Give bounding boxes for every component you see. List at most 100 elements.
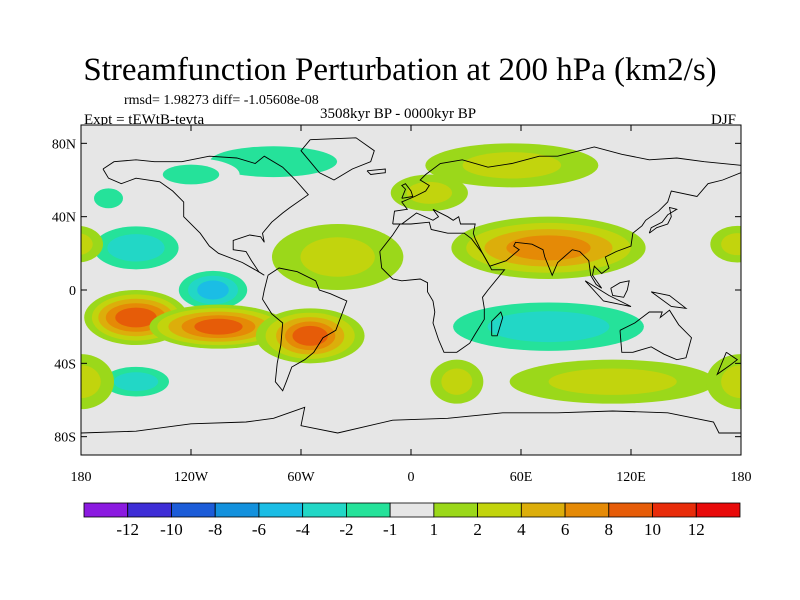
x-tick-label: 60E <box>510 470 533 485</box>
contour-band <box>113 372 159 392</box>
contour-band <box>81 226 104 263</box>
field-feature <box>81 218 800 278</box>
contour-band <box>94 188 123 209</box>
field-feature <box>171 266 255 314</box>
colorbar-swatch <box>214 502 260 518</box>
colorbar-label: -8 <box>208 520 222 539</box>
coastline <box>379 221 506 353</box>
field-feature <box>451 216 646 280</box>
colorbar-label: 8 <box>605 520 614 539</box>
field-feature <box>255 308 365 364</box>
coastline <box>584 280 632 307</box>
field-feature <box>149 304 288 349</box>
colorbar-swatch <box>258 502 304 518</box>
field-feature <box>425 143 599 188</box>
field-feature <box>142 158 240 191</box>
coastline <box>300 137 375 181</box>
x-tick-label: 180 <box>731 470 752 485</box>
contour-band <box>81 365 101 399</box>
chart-title: Streamfunction Perturbation at 200 hPa (… <box>83 52 717 88</box>
x-tick-label: 120W <box>174 470 209 485</box>
coastline <box>81 406 741 434</box>
field-feature <box>271 224 404 290</box>
colorbar: -12 -10 -8 -6 -4 -2 -1 1 2 4 6 8 10 12 <box>83 502 741 539</box>
y-tick-label: 80N <box>52 137 76 152</box>
colorbar-label: 12 <box>688 520 705 539</box>
y-tick-label: 40N <box>52 211 76 226</box>
coastline <box>491 311 504 337</box>
colorbar-swatch <box>302 502 347 518</box>
field-feature <box>81 225 741 263</box>
season-label: DJF <box>711 112 737 128</box>
coastline <box>619 309 693 361</box>
field-feature <box>411 293 686 360</box>
contour-fill-layer <box>81 135 800 410</box>
y-tick-label: 0 <box>69 284 76 299</box>
y-tick-label: 80S <box>54 431 76 446</box>
coastline <box>262 267 348 392</box>
contour-band <box>506 235 591 261</box>
x-tick-label: 0 <box>408 470 415 485</box>
colorbar-label: -4 <box>296 520 311 539</box>
colorbar-swatch <box>520 502 566 518</box>
contour-band <box>769 234 800 261</box>
coastline <box>648 206 678 234</box>
x-tick-label: 120E <box>616 470 646 485</box>
colorbar-swatch <box>608 502 653 518</box>
field-feature <box>92 361 180 402</box>
contour-band <box>162 164 220 185</box>
axes: 180 120W 60W 0 60E 120E 180 80N 40N 0 40S 80S <box>52 125 752 485</box>
colorbar-swatch <box>345 502 391 518</box>
colorbar-label: -6 <box>252 520 266 539</box>
colorbar-swatch <box>433 502 478 518</box>
contour-band <box>406 181 453 204</box>
field-feature <box>509 359 716 404</box>
coastline <box>716 351 739 376</box>
colorbar-label: 1 <box>430 520 439 539</box>
field-feature <box>83 181 134 215</box>
y-tick-label: 40S <box>54 357 76 372</box>
experiment-label: Expt = tEWtB-tevta <box>84 112 205 128</box>
contour-band <box>548 368 677 395</box>
colorbar-swatch <box>695 502 741 518</box>
coastline <box>392 146 741 289</box>
x-tick-label: 60W <box>287 470 315 485</box>
contour-band <box>292 325 328 346</box>
coastline <box>610 280 630 298</box>
coastline-layer <box>81 137 741 434</box>
contour-band <box>197 280 229 300</box>
colorbar-label: -12 <box>116 520 139 539</box>
period-label: 3508kyr BP - 0000kyr BP <box>320 106 477 122</box>
x-tick-label: 180 <box>71 470 92 485</box>
colorbar-label: -1 <box>383 520 397 539</box>
colorbar-label: 2 <box>473 520 482 539</box>
contour-band <box>300 237 375 277</box>
colorbar-swatch <box>564 502 610 518</box>
contour-band <box>441 368 473 395</box>
contour-band <box>194 318 243 335</box>
contour-band <box>721 365 741 399</box>
contour-band <box>81 233 93 255</box>
contour-band <box>721 233 741 256</box>
colorbar-swatch <box>83 502 129 518</box>
colorbar-label: -10 <box>160 520 183 539</box>
contour-band <box>115 307 157 328</box>
contour-band <box>107 234 165 262</box>
contour-band <box>737 237 741 259</box>
colorbar-swatch <box>171 502 216 518</box>
field-feature <box>430 359 484 404</box>
coastline <box>650 291 688 309</box>
field-feature <box>390 174 468 212</box>
stats-label: rmsd= 1.98273 diff= -1.05608e-08 <box>124 93 319 108</box>
colorbar-label: 10 <box>644 520 661 539</box>
colorbar-label: 6 <box>561 520 570 539</box>
colorbar-label: 4 <box>517 520 526 539</box>
coastline <box>102 155 309 276</box>
colorbar-swatch <box>652 502 697 518</box>
coastline <box>366 168 386 175</box>
coastline <box>401 183 414 199</box>
colorbar-swatch <box>127 502 172 518</box>
colorbar-label: -2 <box>339 520 353 539</box>
field-feature <box>81 354 741 410</box>
